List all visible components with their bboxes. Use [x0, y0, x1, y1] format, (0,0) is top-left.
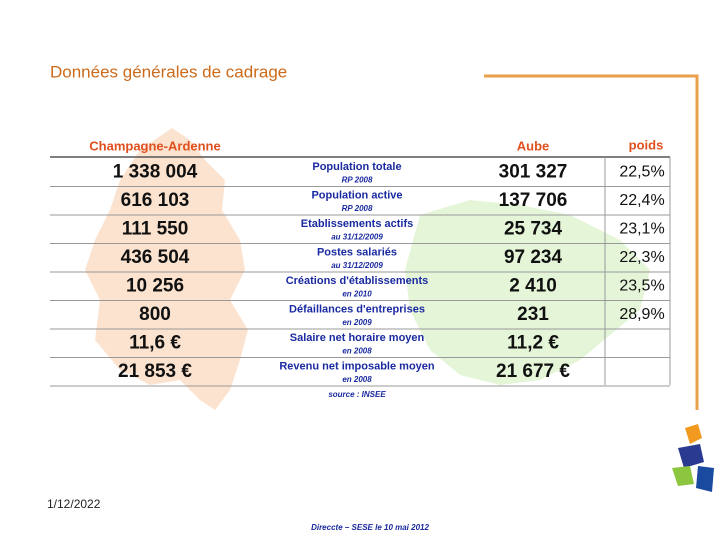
indicator-label: Revenu net imposable moyen [279, 361, 435, 373]
dept-header: Aube [517, 138, 550, 153]
dept-value: 11,2 € [507, 332, 559, 353]
weight-header: poids [629, 137, 664, 152]
dept-map [405, 200, 650, 385]
dept-value: 137 706 [499, 190, 568, 211]
indicator-note: en 2009 [342, 318, 372, 327]
dept-value: 97 234 [504, 247, 563, 268]
dept-value: 21 677 € [496, 361, 570, 382]
region-value: 21 853 € [118, 361, 192, 382]
indicator-label: Population active [311, 190, 402, 202]
region-value: 800 [139, 304, 171, 325]
date: 1/12/2022 [47, 497, 101, 511]
region-map [85, 128, 248, 410]
indicator-note: au 31/12/2009 [331, 261, 383, 270]
source: source : INSEE [328, 390, 386, 399]
region-header: Champagne-Ardenne [89, 138, 220, 153]
weight-value: 22,4% [619, 192, 664, 209]
indicator-note: en 2010 [342, 289, 372, 298]
dept-value: 25 734 [504, 218, 563, 239]
indicator-label: Population totale [312, 161, 401, 173]
region-value: 436 504 [121, 247, 190, 268]
logo [672, 424, 714, 492]
dept-value: 2 410 [509, 275, 557, 296]
weight-value: 22,3% [619, 249, 664, 266]
indicator-label: Etablissements actifs [301, 218, 414, 230]
indicator-label: Postes salariés [317, 247, 397, 259]
weight-value: 28,9% [619, 306, 664, 323]
region-value: 11,6 € [129, 332, 181, 353]
indicator-label: Défaillances d'entreprises [289, 304, 425, 316]
region-value: 1 338 004 [113, 161, 198, 182]
indicator-note: RP 2008 [342, 175, 373, 184]
indicator-note: RP 2008 [342, 204, 373, 213]
indicator-label: Créations d'établissements [286, 275, 429, 287]
region-value: 111 550 [122, 218, 189, 239]
dept-value: 231 [517, 304, 549, 325]
frame-line [484, 74, 699, 410]
indicator-note: au 31/12/2009 [331, 232, 383, 241]
region-value: 10 256 [126, 275, 184, 296]
indicator-note: en 2008 [342, 346, 372, 355]
weight-value: 23,5% [619, 277, 664, 294]
indicator-note: en 2008 [342, 375, 372, 384]
weight-value: 23,1% [619, 220, 664, 237]
weight-value: 22,5% [619, 163, 664, 180]
credit: Direccte – SESE le 10 mai 2012 [311, 523, 429, 532]
region-value: 616 103 [121, 190, 190, 211]
slide-title: Données générales de cadrage [50, 62, 287, 81]
indicator-label: Salaire net horaire moyen [290, 332, 425, 344]
dept-value: 301 327 [499, 161, 568, 182]
